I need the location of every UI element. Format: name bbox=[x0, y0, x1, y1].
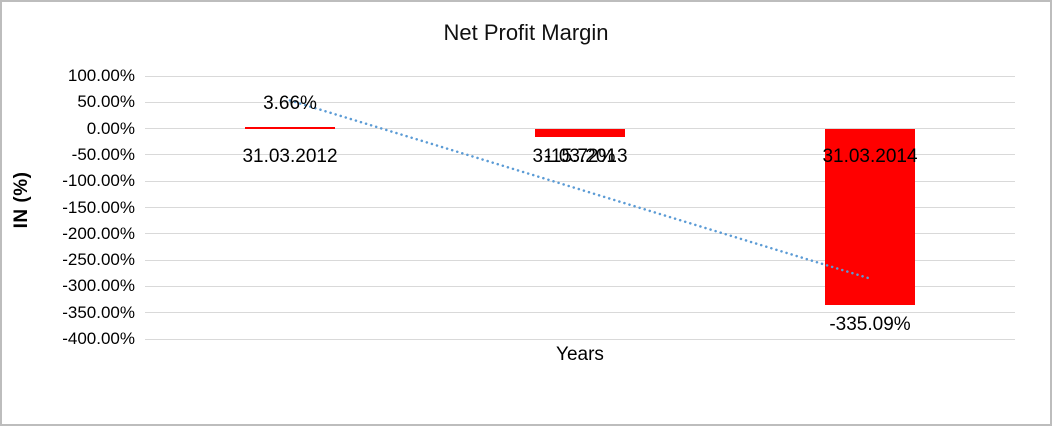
data-label: 3.66% bbox=[263, 92, 317, 114]
y-axis-tick-label: 0.00% bbox=[86, 118, 135, 138]
data-label: -15.72% bbox=[544, 145, 616, 167]
y-axis-tick-label: -50.00% bbox=[71, 144, 135, 164]
gridline bbox=[145, 75, 1015, 77]
bar bbox=[535, 128, 625, 137]
bar bbox=[245, 126, 335, 129]
gridline bbox=[145, 285, 1015, 287]
category-label: 31.03.2013 bbox=[532, 146, 628, 167]
y-axis-tick-label: -100.00% bbox=[62, 171, 135, 191]
y-axis-tick-label: -350.00% bbox=[62, 302, 135, 322]
chart-title: Net Profit Margin bbox=[443, 20, 609, 45]
y-axis-tick-label: -400.00% bbox=[62, 329, 135, 348]
category-label: 31.03.2014 bbox=[822, 146, 918, 167]
gridline bbox=[145, 312, 1015, 314]
y-axis-tick-label: 100.00% bbox=[67, 66, 135, 85]
category-label: 31.03.2012 bbox=[242, 146, 338, 167]
y-axis-tick-label: -150.00% bbox=[62, 197, 135, 217]
y-axis-tick-label: 50.00% bbox=[77, 92, 135, 112]
y-axis-tick-label: -200.00% bbox=[62, 223, 135, 243]
y-axis-tick-label: -250.00% bbox=[62, 250, 135, 270]
data-label: -335.09% bbox=[829, 313, 911, 335]
x-axis-title: Years bbox=[556, 344, 604, 365]
gridline bbox=[145, 338, 1015, 340]
y-axis-tick-label: -300.00% bbox=[62, 276, 135, 296]
